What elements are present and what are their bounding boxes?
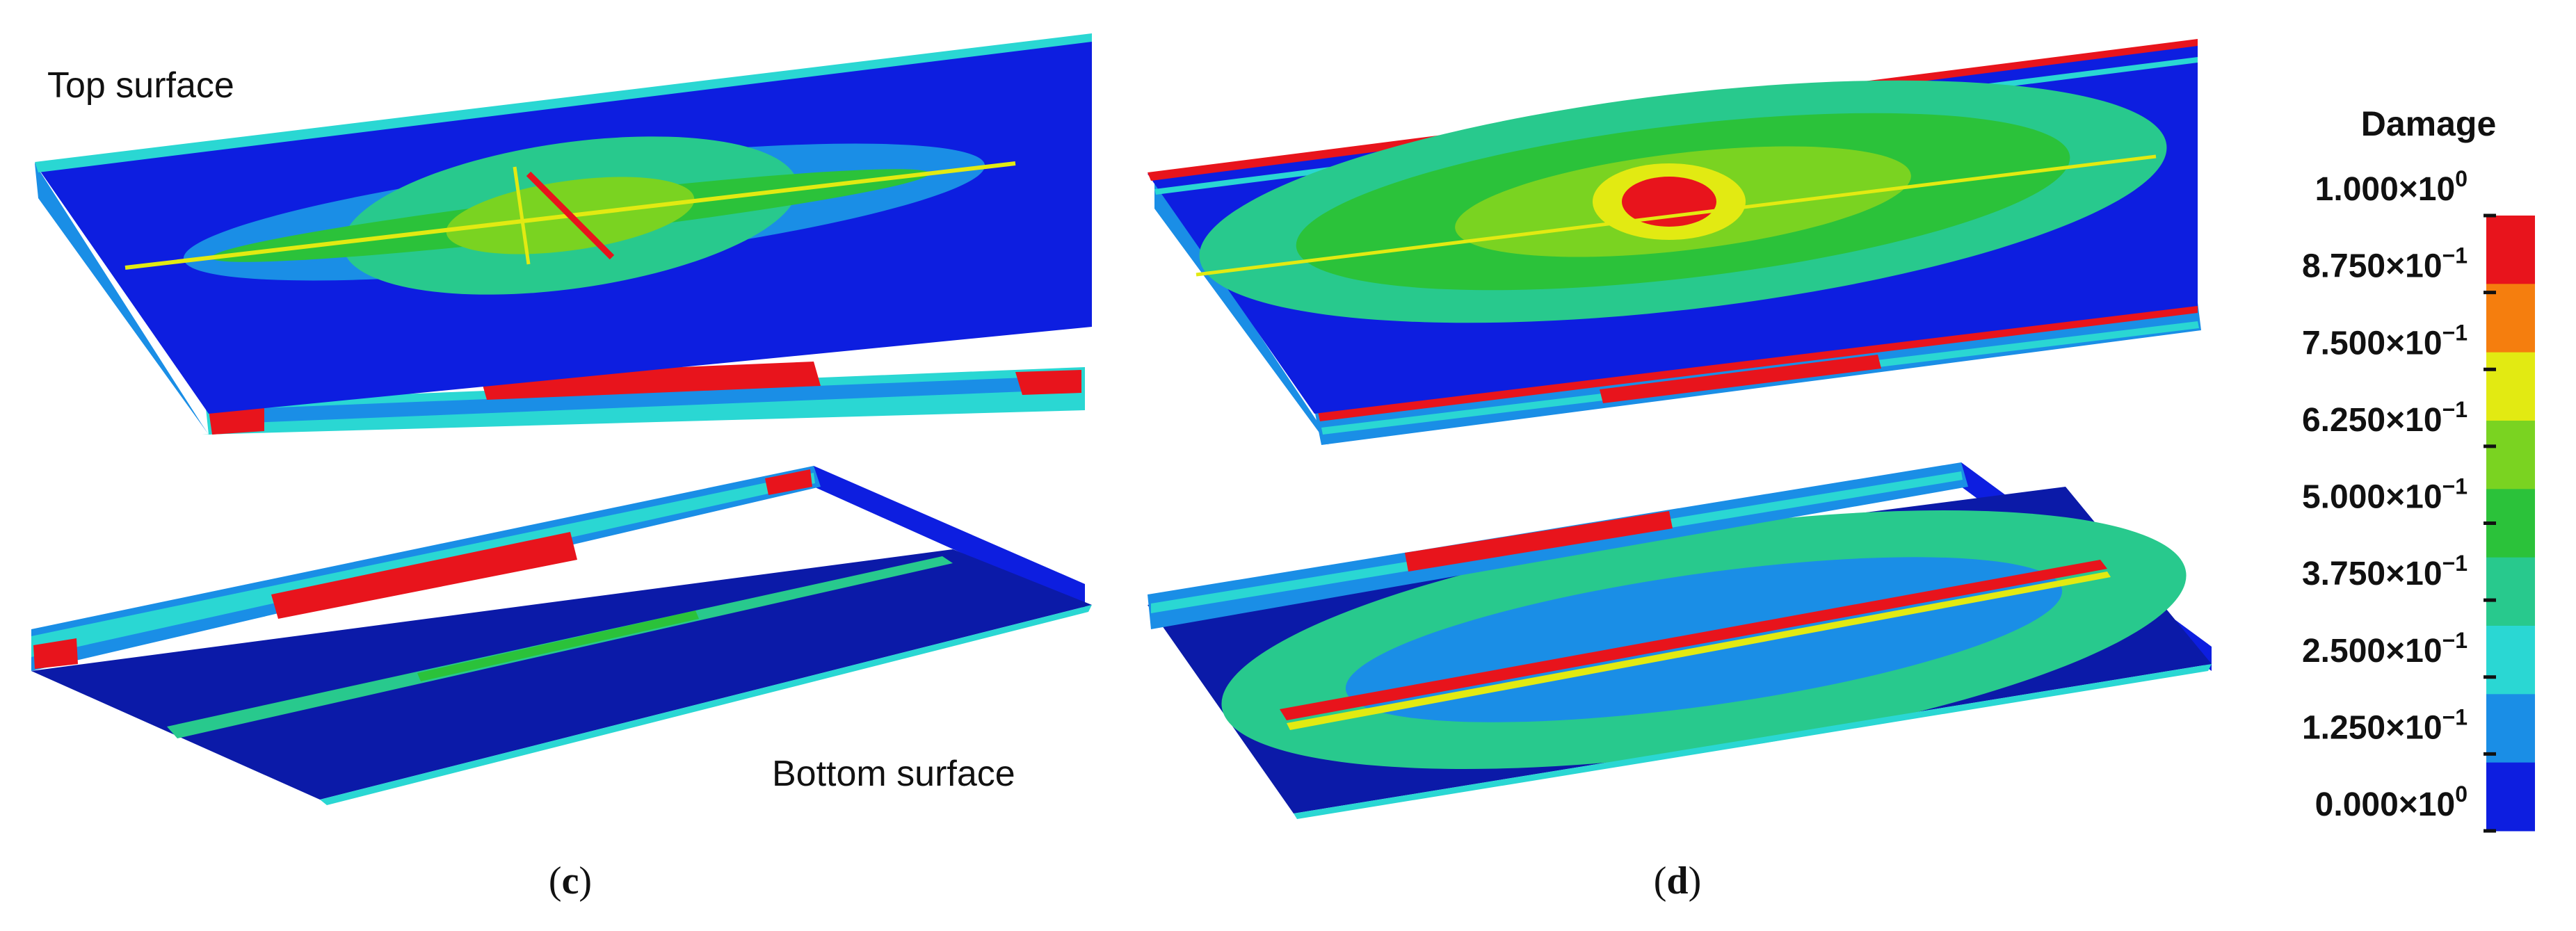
plate-d-top-front-damage — [1600, 355, 1881, 403]
caption-c: (c) — [549, 859, 592, 902]
legend-tick-label: 7.500×10−1 — [2302, 320, 2468, 362]
panel-c-bottom-plate — [31, 466, 1092, 805]
plate-c-bottom-damage-wall — [271, 532, 577, 619]
legend-tick-label: 0.000×100 — [2315, 782, 2468, 823]
plate-c-top-back-edge — [35, 33, 1092, 172]
legend-tick-label: 6.250×10−1 — [2302, 397, 2468, 439]
legend-color-segment — [2486, 216, 2535, 284]
legend-color-segment — [2486, 557, 2535, 626]
legend-title: Damage — [2361, 104, 2497, 143]
damage-legend: Damage 1.000×100 8.750×10−1 7.500×10−1 6.25… — [2302, 104, 2535, 833]
legend-tick-label: 1.250×10−1 — [2302, 704, 2468, 746]
legend-color-segment — [2486, 626, 2535, 695]
plate-c-top-crack-cross — [513, 166, 531, 265]
legend-color-segment — [2486, 352, 2535, 421]
legend-tick-label: 5.000×10−1 — [2302, 474, 2468, 516]
plate-c-top-front-inner — [209, 375, 1078, 424]
plate-d-bottom-stripe — [1280, 560, 2107, 720]
plate-c-bottom-damage-left — [33, 638, 78, 669]
plate-d-top-front-edge — [1318, 304, 2198, 421]
plate-d-bottom-damage-wall — [1405, 511, 1673, 572]
legend-color-segment — [2486, 762, 2535, 832]
top-surface-label: Top surface — [47, 65, 234, 106]
plate-c-bottom-right-side — [814, 466, 1085, 608]
plate-c-top-front-damage-right — [1015, 370, 1081, 395]
plate-c-top-front-damage — [480, 362, 821, 400]
plate-c-bottom-damage-right — [765, 469, 812, 495]
legend-tick-label: 2.500×10−1 — [2302, 628, 2468, 670]
legend-tick-labels: 1.000×100 8.750×10−1 7.500×10−1 6.250×10−1 5… — [2302, 166, 2496, 833]
bottom-surface-label: Bottom surface — [772, 754, 1015, 794]
legend-color-segment — [2486, 284, 2535, 353]
caption-d: (d) — [1654, 859, 1701, 902]
panel-c-top-plate — [35, 33, 1092, 435]
legend-color-segment — [2486, 421, 2535, 489]
legend-color-segment — [2486, 694, 2535, 763]
legend-colorbar — [2486, 216, 2535, 832]
plate-c-top-front-damage-left — [209, 407, 264, 435]
plate-c-top-crack-center — [526, 171, 615, 260]
plate-c-bottom-stripe-core — [417, 610, 699, 681]
panel-d-bottom-plate — [1148, 462, 2212, 819]
plate-c-bottom-front-edge — [320, 605, 1092, 805]
plate-d-top-crack-line — [1196, 154, 2157, 277]
legend-tick-label: 3.750×10−1 — [2302, 551, 2468, 592]
panel-d-top-plate — [1148, 39, 2201, 445]
plate-c-bottom-face — [31, 549, 1092, 800]
plate-d-bottom-stripe-edge — [1287, 572, 2111, 730]
legend-tick-label: 8.750×10−1 — [2302, 243, 2468, 285]
plate-d-bottom-front-edge — [1294, 664, 2212, 819]
legend-tick-label: 1.000×100 — [2315, 166, 2468, 208]
